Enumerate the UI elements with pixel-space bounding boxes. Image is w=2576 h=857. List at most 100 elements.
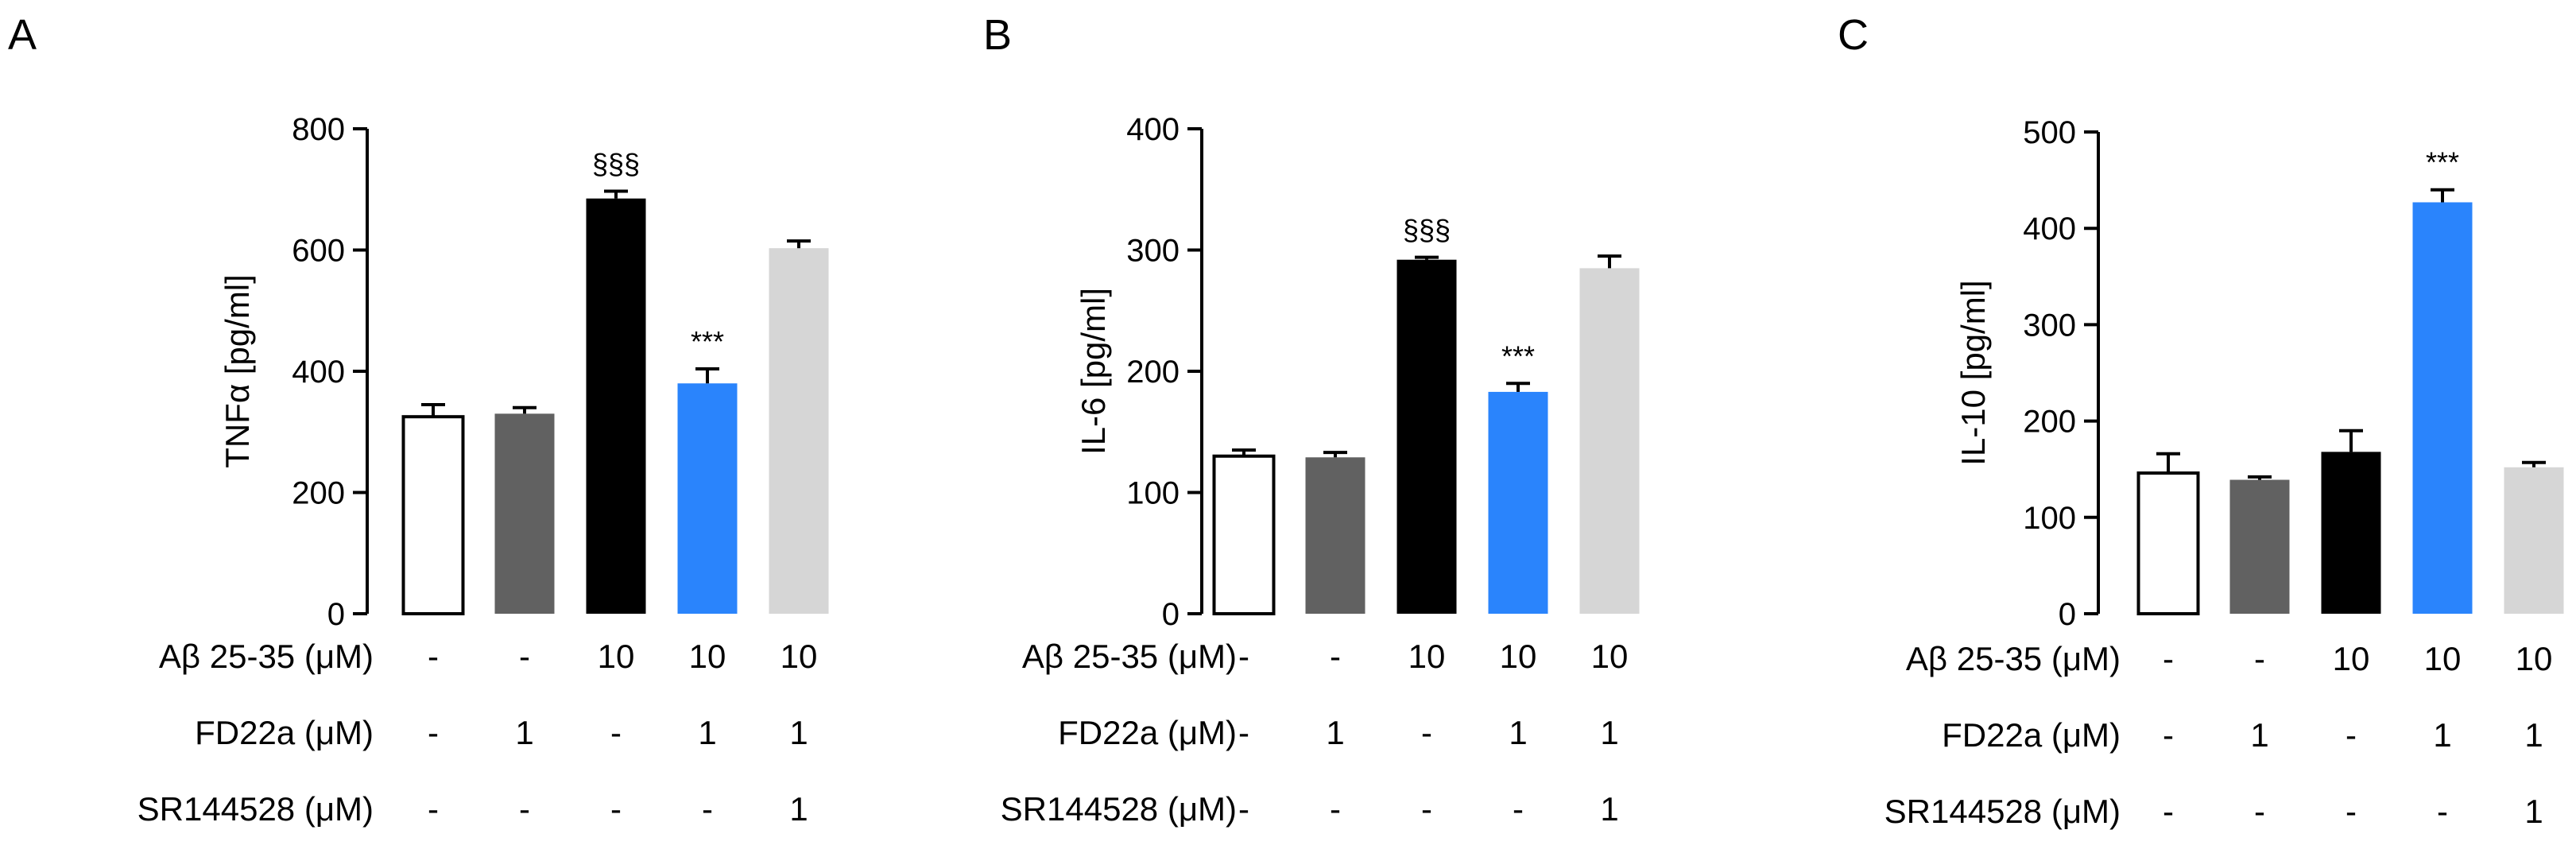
y-tick-label: 100 <box>2023 501 2076 536</box>
bar <box>2229 479 2290 614</box>
y-tick-label: 300 <box>2023 308 2076 343</box>
condition-value: - <box>610 790 622 828</box>
condition-value: - <box>2163 716 2174 754</box>
y-tick-label: 200 <box>1126 355 1180 390</box>
bar <box>586 198 646 614</box>
condition-value: - <box>1421 714 1432 751</box>
condition-label: SR144528 (μM) <box>138 790 374 828</box>
bar <box>401 415 465 615</box>
condition-value: - <box>519 638 530 675</box>
condition-value: - <box>2163 793 2174 830</box>
condition-label: SR144528 (μM) <box>1885 793 2121 830</box>
y-tick-label: 0 <box>2059 597 2076 632</box>
condition-label: FD22a (μM) <box>195 714 374 751</box>
condition-value: 1 <box>2524 793 2543 830</box>
condition-label: Aβ 25-35 (μM) <box>159 638 374 675</box>
y-tick-label: 300 <box>1126 234 1180 269</box>
condition-value: 10 <box>1500 638 1537 675</box>
condition-value: - <box>2346 793 2357 830</box>
bar <box>1212 454 1276 615</box>
bar <box>1488 391 1548 614</box>
significance-label: *** <box>2426 146 2459 179</box>
condition-label: Aβ 25-35 (μM) <box>1022 638 1237 675</box>
condition-value: - <box>2254 640 2265 677</box>
condition-value: 1 <box>515 714 533 751</box>
y-tick-label: 400 <box>1126 112 1180 147</box>
significance-label: §§§ <box>1403 214 1451 246</box>
condition-value: - <box>519 790 530 828</box>
y-tick-label: 200 <box>292 476 345 511</box>
condition-value: 1 <box>789 714 808 751</box>
condition-value: 10 <box>598 638 635 675</box>
condition-value: - <box>1238 790 1249 828</box>
chart-panel-c: C 0 100 200 300 400 500 IL-10 [pg/ml] *** Aβ 25-3… <box>1838 11 2564 830</box>
condition-value: - <box>610 714 622 751</box>
condition-value: - <box>2163 640 2174 677</box>
bar <box>1305 457 1365 614</box>
condition-value: - <box>1238 714 1249 751</box>
y-tick-label: 0 <box>327 597 345 632</box>
condition-value: - <box>428 714 439 751</box>
bar <box>1396 259 1457 614</box>
condition-value: 10 <box>1591 638 1629 675</box>
condition-value: - <box>428 638 439 675</box>
bar <box>1579 268 1640 614</box>
condition-value: 1 <box>1600 790 1618 828</box>
significance-label: §§§ <box>592 148 640 180</box>
condition-value: 1 <box>1600 714 1618 751</box>
condition-value: - <box>428 790 439 828</box>
condition-value: 1 <box>1509 714 1527 751</box>
y-tick-label: 800 <box>292 112 345 147</box>
panel-letter: C <box>1838 11 1869 59</box>
condition-value: - <box>2437 793 2448 830</box>
y-tick-label: 400 <box>292 355 345 390</box>
y-axis-label: IL-10 [pg/ml] <box>1954 280 1992 465</box>
bar <box>2412 202 2473 614</box>
condition-value: - <box>1513 790 1524 828</box>
bar <box>677 383 738 614</box>
condition-label: FD22a (μM) <box>1942 716 2121 754</box>
condition-value: - <box>1330 638 1341 675</box>
condition-value: 10 <box>2516 640 2553 677</box>
y-tick-label: 500 <box>2023 115 2076 150</box>
bar <box>2321 452 2381 614</box>
bar <box>494 413 555 614</box>
bar <box>2136 471 2200 615</box>
panel-letter: A <box>8 11 37 59</box>
condition-value: 10 <box>1408 638 1446 675</box>
condition-value: 1 <box>2250 716 2268 754</box>
condition-value: 10 <box>781 638 818 675</box>
condition-value: - <box>2346 716 2357 754</box>
condition-value: 1 <box>2433 716 2451 754</box>
condition-value: 1 <box>2524 716 2543 754</box>
y-tick-label: 0 <box>1162 597 1180 632</box>
significance-label: *** <box>691 325 724 358</box>
y-tick-label: 600 <box>292 234 345 269</box>
condition-value: 1 <box>789 790 808 828</box>
y-axis-label: IL-6 [pg/ml] <box>1075 288 1112 455</box>
y-tick-label: 100 <box>1126 476 1180 511</box>
condition-value: 10 <box>2424 640 2462 677</box>
condition-label: FD22a (μM) <box>1058 714 1237 751</box>
condition-value: 1 <box>698 714 716 751</box>
condition-value: - <box>2254 793 2265 830</box>
condition-label: Aβ 25-35 (μM) <box>1906 640 2121 677</box>
chart-panel-b: B 0 100 200 300 400 IL-6 [pg/ml] §§§ *** Aβ 25-35… <box>983 11 1640 828</box>
condition-value: - <box>1421 790 1432 828</box>
chart-panel-a: A 0 200 400 600 800 TNFα [pg/ml] §§§ *** Aβ 25-35… <box>8 11 829 828</box>
condition-value: - <box>702 790 713 828</box>
condition-value: - <box>1330 790 1341 828</box>
y-axis-label: TNFα [pg/ml] <box>219 274 256 468</box>
condition-value: 10 <box>2333 640 2370 677</box>
condition-value: 1 <box>1326 714 1344 751</box>
panel-letter: B <box>983 11 1012 59</box>
bar <box>769 248 829 614</box>
significance-label: *** <box>1501 339 1535 372</box>
condition-value: - <box>1238 638 1249 675</box>
condition-label: SR144528 (μM) <box>1001 790 1237 828</box>
condition-value: 10 <box>689 638 726 675</box>
bar <box>2504 467 2564 614</box>
y-tick-label: 200 <box>2023 405 2076 440</box>
y-tick-label: 400 <box>2023 211 2076 246</box>
